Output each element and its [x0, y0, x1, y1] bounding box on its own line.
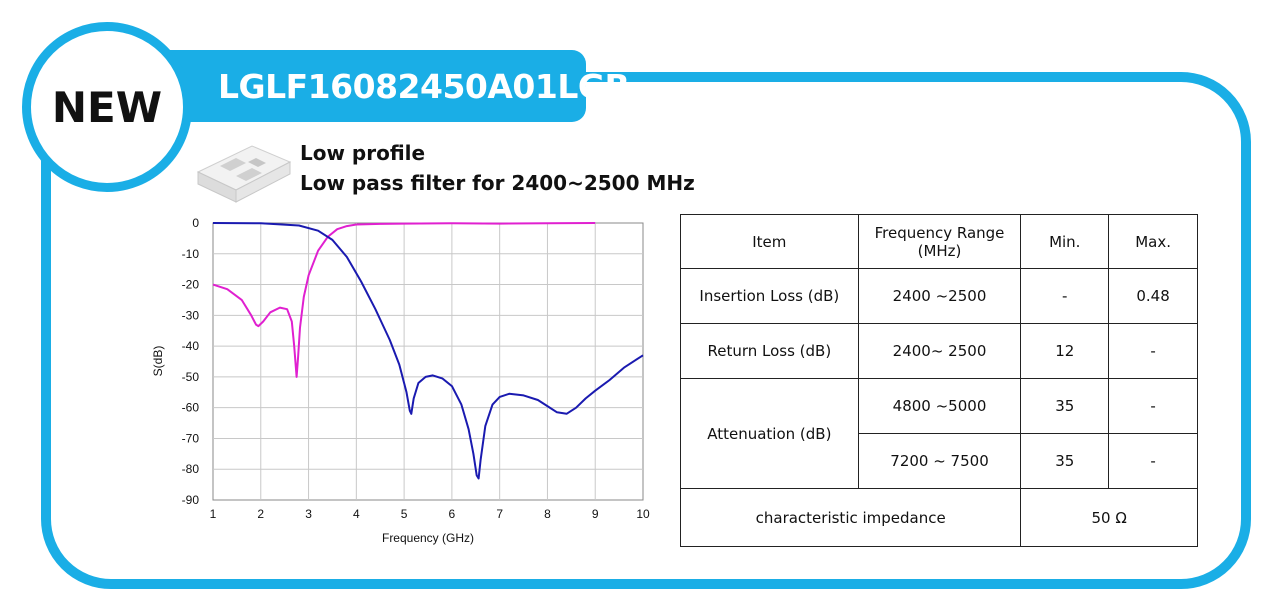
y-tick-label: -30 [182, 308, 200, 322]
header-item: Item [680, 214, 859, 269]
spec-table: Item Frequency Range (MHz) Min. Max. Ins… [679, 214, 1198, 547]
x-tick-label: 7 [496, 507, 503, 521]
header-min: Min. [1020, 214, 1110, 269]
part-number-banner: LGLF16082450A01LGB [160, 50, 630, 122]
y-tick-label: -40 [182, 339, 200, 353]
cell-min: 12 [1020, 323, 1110, 379]
y-tick-label: 0 [192, 216, 199, 230]
plot-area [212, 222, 644, 501]
x-tick-label: 4 [353, 507, 360, 521]
chip-component-image [196, 145, 292, 203]
x-tick-label: 10 [636, 507, 650, 521]
cell-min: - [1020, 268, 1110, 324]
y-tick-label: -60 [182, 401, 200, 415]
x-tick-label: 5 [401, 507, 408, 521]
x-tick-labels: 1 2 3 4 5 6 7 8 9 10 [210, 507, 650, 521]
header-frequency-range: Frequency Range (MHz) [857, 214, 1022, 269]
cell-item: Attenuation (dB) [680, 378, 859, 489]
cell-item: Insertion Loss (dB) [680, 268, 859, 324]
cell-min: 35 [1020, 378, 1110, 434]
y-tick-label: -10 [182, 247, 200, 261]
x-tick-label: 2 [257, 507, 264, 521]
table-row-impedance: characteristic impedance 50 Ω [679, 488, 1198, 547]
table-row-attenuation-1: Attenuation (dB) 4800 ~5000 35 - [680, 378, 1198, 489]
cell-item: Return Loss (dB) [680, 323, 859, 379]
cell-min: 35 [1020, 433, 1110, 489]
cell-range: 7200 ~ 7500 [857, 433, 1022, 489]
series-line-2 [212, 222, 644, 480]
x-tick-label: 9 [592, 507, 599, 521]
part-number: LGLF16082450A01LGB [218, 66, 630, 106]
cell-range: 2400~ 2500 [857, 323, 1022, 379]
y-tick-label: -70 [182, 431, 200, 445]
cell-max: 0.48 [1108, 268, 1198, 324]
table-row-insertion-loss: Insertion Loss (dB) 2400 ~2500 - 0.48 [680, 268, 1198, 324]
cell-max: - [1108, 378, 1198, 434]
y-tick-labels: 0 -10 -20 -30 -40 -50 -60 -70 -80 -90 [182, 216, 200, 507]
product-description: Low profile Low pass filter for 2400~250… [300, 138, 695, 198]
cell-max: - [1108, 323, 1198, 379]
description-line-2: Low pass filter for 2400~2500 MHz [300, 171, 695, 195]
description-line-1: Low profile [300, 141, 426, 165]
grid-lines [213, 223, 643, 500]
new-badge: NEW [22, 22, 192, 192]
new-badge-label: NEW [51, 82, 163, 132]
series-line-1 [212, 222, 596, 378]
x-tick-label: 3 [305, 507, 312, 521]
cell-value: 50 Ω [1020, 488, 1198, 547]
x-tick-label: 1 [210, 507, 217, 521]
table-row-return-loss: Return Loss (dB) 2400~ 2500 12 - [680, 323, 1198, 379]
table-header-row: Item Frequency Range (MHz) Min. Max. [680, 214, 1198, 269]
s-parameter-chart: 0 -10 -20 -30 -40 -50 -60 -70 -80 -90 1 2 3 4 5 6 7 8 9 10… [151, 216, 650, 545]
cell-item: characteristic impedance [679, 488, 1022, 547]
y-tick-label: -50 [182, 370, 200, 384]
y-tick-label: -90 [182, 493, 200, 507]
cell-range: 2400 ~2500 [857, 268, 1022, 324]
y-axis-label: S(dB) [151, 346, 165, 377]
header-max: Max. [1108, 214, 1198, 269]
cell-max: - [1108, 433, 1198, 489]
cell-range: 4800 ~5000 [857, 378, 1022, 434]
header-range-line2: (MHz) [917, 241, 962, 260]
x-axis-label: Frequency (GHz) [382, 531, 474, 545]
x-tick-label: 8 [544, 507, 551, 521]
y-tick-label: -80 [182, 462, 200, 476]
x-tick-label: 6 [449, 507, 456, 521]
series-lines [212, 222, 644, 480]
table-row-attenuation-2: 7200 ~ 7500 35 - [681, 433, 1198, 489]
header-range-line1: Frequency Range [874, 223, 1005, 242]
y-tick-label: -20 [182, 278, 200, 292]
